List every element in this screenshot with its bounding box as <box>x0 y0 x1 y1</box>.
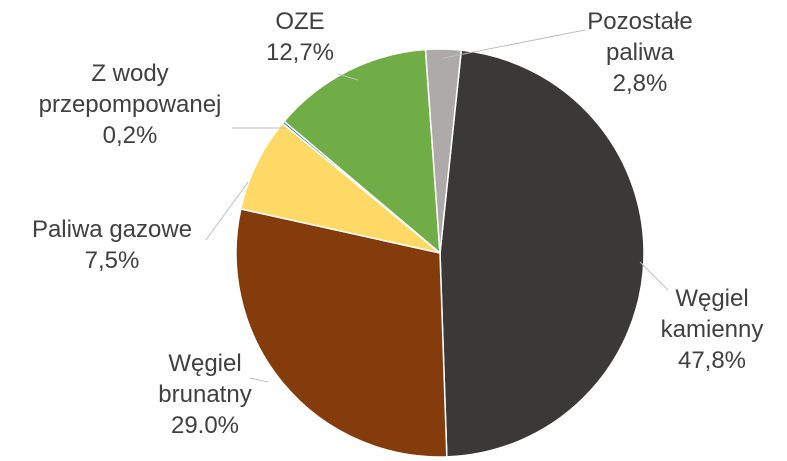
leader-line <box>639 261 669 291</box>
data-label: Pozostałe paliwa 2,8% <box>570 6 710 99</box>
leader-line <box>249 377 269 383</box>
leader-line <box>442 29 586 59</box>
value-label: 12,7% <box>265 39 335 66</box>
category-label: Paliwa gazowe <box>31 216 193 243</box>
value-label: 29.0% <box>170 412 240 439</box>
slice <box>239 122 441 254</box>
value-label: 47,8% <box>677 347 747 374</box>
value-label: 7,5% <box>84 247 140 274</box>
data-label: Węgiel brunatny 29.0% <box>140 348 270 441</box>
leader-line <box>205 181 249 241</box>
category-label: Węgiel kamienny <box>660 285 764 343</box>
data-label: Z wody przepompowanej 0,2% <box>25 58 235 151</box>
slice <box>424 48 463 254</box>
slice <box>235 208 448 458</box>
category-label: OZE <box>275 8 325 35</box>
category-label: Węgiel brunatny <box>158 350 252 408</box>
value-label: 2,8% <box>612 70 668 97</box>
slice <box>283 48 441 255</box>
data-label: Węgiel kamienny 47,8% <box>647 283 777 376</box>
value-label: 0,2% <box>102 122 158 149</box>
category-label: Z wody przepompowanej <box>38 60 222 118</box>
data-label: Paliwa gazowe 7,5% <box>0 214 227 276</box>
leader-line <box>337 73 359 81</box>
slices <box>235 48 645 458</box>
category-label: Pozostałe paliwa <box>587 8 693 66</box>
data-label: OZE 12,7% <box>250 6 350 68</box>
slice <box>439 49 645 458</box>
